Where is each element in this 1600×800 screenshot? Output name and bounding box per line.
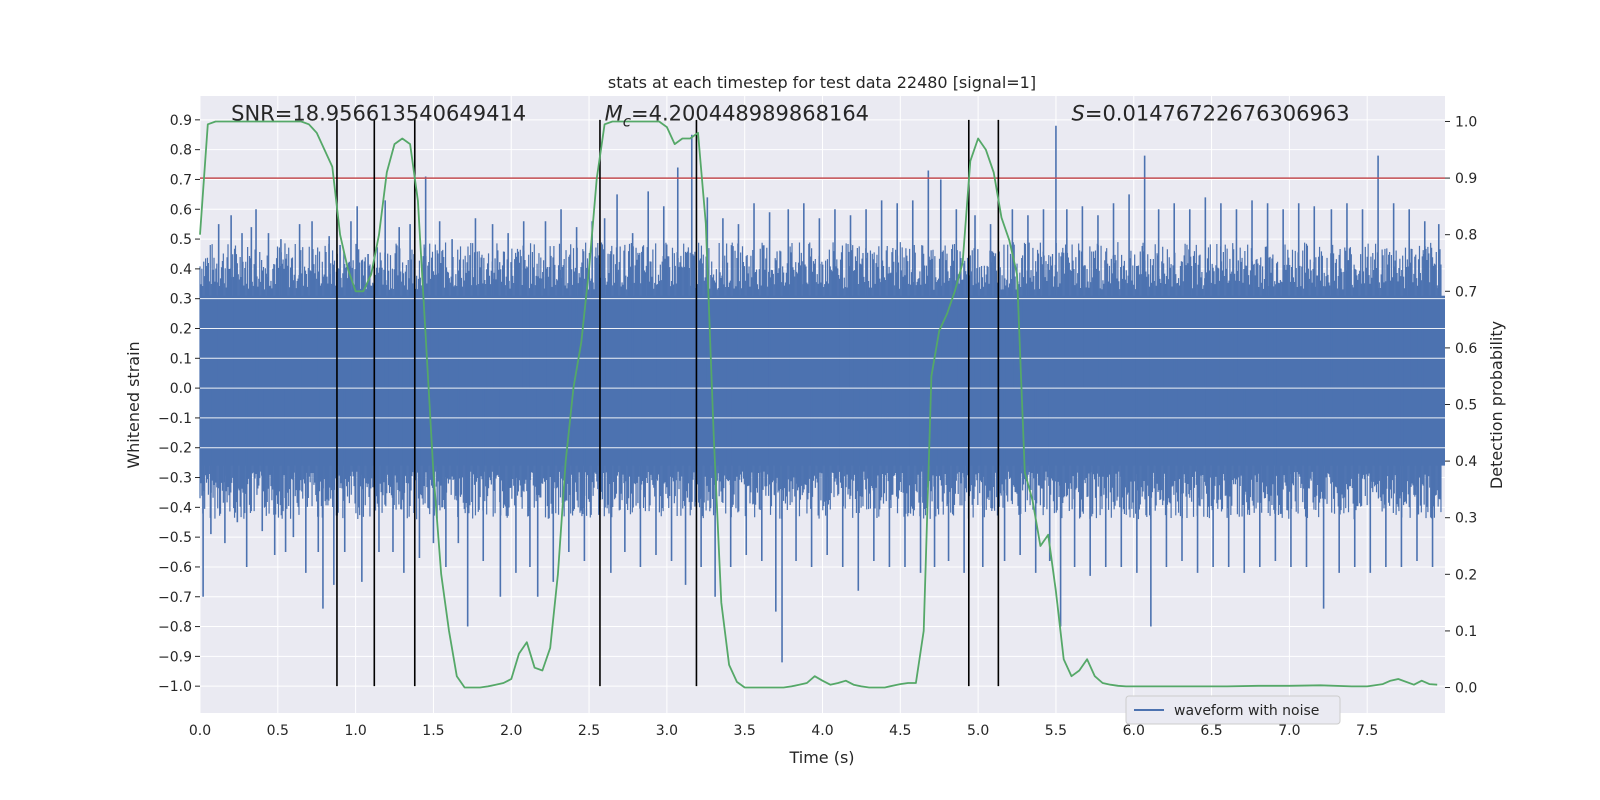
- y-tick-label: −0.1: [158, 411, 192, 427]
- probability-line: [199, 120, 1438, 689]
- y-tick-label: 0.9: [170, 113, 192, 129]
- y2-tick-label: 0.9: [1455, 171, 1477, 187]
- y2-tick-label: 0.6: [1455, 341, 1477, 357]
- y-tick-label: −1.0: [158, 679, 192, 695]
- y2-axis-ticks: 1.0 0.9 0.8 0.7 0.6 0.5 0.4 0.3 0.2 0.1 0.0: [1445, 114, 1477, 697]
- probability-series: [199, 120, 1438, 689]
- annotations: SNR=18.956613540649414 Mc=4.2004489898681…: [231, 101, 1350, 130]
- y-tick-label: −0.2: [158, 441, 192, 457]
- y2-tick-label: 0.0: [1455, 681, 1477, 697]
- x-tick-label: 2.0: [500, 723, 522, 739]
- y2-tick-label: 0.7: [1455, 284, 1477, 300]
- annotation-text: Mc=4.200448989868164: [605, 101, 869, 130]
- y-tick-label: 0.0: [170, 381, 192, 397]
- x-tick-label: 3.5: [734, 723, 756, 739]
- y2-axis-label: Detection probability: [1487, 321, 1506, 489]
- x-tick-label: 0.5: [267, 723, 289, 739]
- legend-box: [1125, 695, 1341, 725]
- y-tick-label: 0.1: [170, 351, 192, 367]
- y-tick-label: −0.9: [158, 649, 192, 665]
- annotation-text: S=0.01476722676306963: [1072, 101, 1350, 125]
- x-tick-label: 1.0: [344, 723, 366, 739]
- y2-tick-label: 0.5: [1455, 398, 1477, 414]
- x-tick-label: 5.5: [1045, 723, 1067, 739]
- annotation-text: SNR=18.956613540649414: [231, 101, 526, 125]
- y-tick-label: 0.7: [170, 172, 192, 188]
- y-tick-label: −0.6: [158, 560, 192, 576]
- y-tick-label: −0.5: [158, 530, 192, 546]
- y-tick-label: −0.8: [158, 620, 192, 636]
- x-tick-label: 3.0: [656, 723, 678, 739]
- annotation-subscript: c: [623, 112, 632, 130]
- x-tick-label: 7.5: [1356, 723, 1378, 739]
- chart-title: stats at each timestep for test data 224…: [608, 73, 1036, 92]
- x-tick-label: 4.5: [889, 723, 911, 739]
- legend-label-waveform: waveform with noise: [1174, 703, 1319, 719]
- y-tick-label: −0.3: [158, 471, 192, 487]
- y2-tick-label: 0.4: [1455, 454, 1477, 470]
- x-tick-label: 7.0: [1278, 723, 1300, 739]
- y2-tick-label: 0.8: [1455, 228, 1477, 244]
- y-tick-label: −0.4: [158, 500, 192, 516]
- y2-tick-label: 1.0: [1455, 114, 1477, 130]
- x-tick-label: 4.0: [811, 723, 833, 739]
- x-tick-label: 0.0: [189, 723, 211, 739]
- y2-tick-label: 0.1: [1455, 624, 1477, 640]
- x-axis-label: Time (s): [788, 748, 854, 767]
- y-tick-label: 0.4: [170, 262, 192, 278]
- y-tick-label: 0.5: [170, 232, 192, 248]
- x-tick-label: 2.5: [578, 723, 600, 739]
- y2-tick-label: 0.3: [1455, 511, 1477, 527]
- x-tick-label: 1.5: [422, 723, 444, 739]
- x-axis-ticks: 0.0 0.5 1.0 1.5 2.0 2.5 3.0 3.5 4.0 4.5 5.0 5.5 6.0 6…: [189, 723, 1378, 739]
- annotation-symbol: S: [1072, 101, 1085, 125]
- y-tick-label: −0.7: [158, 590, 192, 606]
- y-tick-label: 0.8: [170, 143, 192, 159]
- y-axis-ticks: 0.9 0.8 0.7 0.6 0.5 0.4 0.3 0.2 0.1 0.0 −0.1 −0.2 −0…: [158, 113, 200, 695]
- x-tick-label: 6.5: [1200, 723, 1222, 739]
- waveform-series: [199, 125, 1445, 663]
- y-axis-label: Whitened strain: [124, 341, 143, 468]
- legend: waveform with noise: [1125, 695, 1341, 725]
- vertical-lines: [336, 119, 1000, 687]
- annotation-value: =4.200448989868164: [631, 101, 869, 125]
- x-tick-label: 5.0: [967, 723, 989, 739]
- x-tick-label: 6.0: [1123, 723, 1145, 739]
- annotation-symbol: M: [605, 101, 623, 125]
- y-tick-label: 0.6: [170, 202, 192, 218]
- y-tick-label: 0.3: [170, 292, 192, 308]
- annotation-value: =0.01476722676306963: [1085, 101, 1350, 125]
- y2-tick-label: 0.2: [1455, 567, 1477, 583]
- y-tick-label: 0.2: [170, 321, 192, 337]
